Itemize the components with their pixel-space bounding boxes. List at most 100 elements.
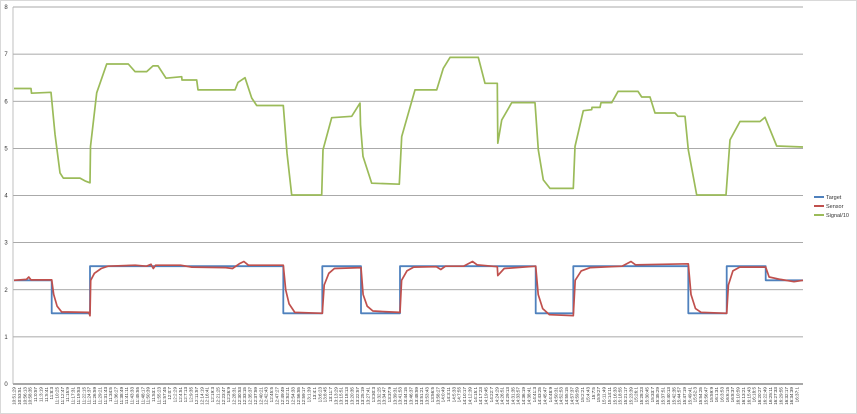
x-tick-label: 14:41:3 [532,387,537,403]
y-axis-tick-labels: 0 1 2 3 4 5 6 7 8 [4,5,8,388]
x-tick-label: 10:56:13 [22,387,27,405]
x-tick-label: 11:22:15 [81,387,86,405]
legend-label-target: Target [826,195,842,201]
x-tick-label: 16:32:17 [784,387,789,405]
x-tick-label: 14:48:9 [548,387,553,403]
x-tick-label: 15:11:49 [602,387,607,405]
x-tick-label: 11:26:59 [92,387,97,405]
x-tick-label: 13:25:19 [360,387,365,405]
series-line-sensor [13,260,804,317]
x-tick-label: 14:0:49 [441,387,446,403]
x-tick-label: 11:31:43 [103,387,108,405]
x-tick-label: 15:16:33 [612,387,617,405]
x-tick-label: 11:38:49 [119,387,124,405]
x-tick-label: 16:25:11 [768,387,773,405]
x-tick-label: 13:53:43 [425,387,430,405]
x-tick-label: 14:59:59 [575,387,580,405]
x-tick-label: 14:50:31 [553,387,558,405]
x-tick-label: 14:26:51 [500,387,505,405]
x-tick-label: 16:1:31 [714,387,719,403]
x-tick-label: 14:17:23 [478,387,483,405]
x-tick-label: 10:58:35 [28,387,33,405]
legend-item-signal: Signal/10 [814,213,849,219]
y-tick-label-5: 5 [4,146,8,152]
x-tick-label: 11:24:37 [87,387,92,405]
x-tick-label: 12:2:29 [172,387,177,403]
x-tick-label: 12:37:59 [253,387,258,405]
x-tick-label: 12:52:11 [285,387,290,405]
x-tick-label: 12:40:21 [258,387,263,405]
x-tick-label: 11:12:47 [60,387,65,405]
x-tick-label: 16:29:55 [779,387,784,405]
x-tick-label: 14:24:29 [494,387,499,405]
x-tick-label: 15:14:11 [607,387,612,405]
x-tick-label: 13:18:13 [344,387,349,405]
series-line-signal-10 [14,56,804,196]
x-tick-label: 13:11:7 [328,387,333,402]
x-tick-label: 13:8:45 [323,387,328,403]
x-tick-label: 15:49:41 [687,387,692,405]
x-tick-label: 15:23:39 [628,387,633,405]
x-tick-label: 13:1:39 [307,387,312,403]
x-tick-label: 13:39:31 [392,387,397,405]
y-tick-label-6: 6 [4,99,8,105]
x-tick-label: 11:15:9 [65,387,70,402]
gridlines [12,6,803,385]
x-tick-label: 13:46:37 [408,387,413,405]
legend: Target Sensor Signal/10 [814,195,849,219]
x-tick-label: 15:18:55 [618,387,623,405]
x-tick-label: 11:57:45 [162,387,167,405]
x-tick-label: 14:5:33 [451,387,456,403]
x-tick-label: 11:41:11 [124,387,129,405]
x-tick-label: 12:54:33 [290,387,295,405]
x-tick-label: 14:10:17 [462,387,467,405]
y-tick-label-2: 2 [4,288,8,294]
x-tick-label: 14:29:13 [505,387,510,405]
x-tick-label: 14:55:15 [564,387,569,405]
x-tick-label: 11:53:1 [151,387,156,402]
x-tick-label: 13:13:29 [333,387,338,405]
x-tick-label: 15:37:51 [661,387,666,405]
x-tick-label: 15:30:45 [644,387,649,405]
x-tick-label: 15:40:13 [666,387,671,405]
x-tick-label: 15:35:29 [655,387,660,405]
x-tick-label: 11:50:39 [146,387,151,405]
x-tick-label: 16:34:39 [789,387,794,405]
x-tick-label: 11:29:21 [97,387,102,405]
x-tick-label: 13:51:21 [419,387,424,405]
x-tick-label: 14:52:53 [559,387,564,405]
x-tick-label: 11:34:5 [108,387,113,402]
x-tick-label: 12:4:51 [178,387,183,403]
x-tick-label: 15:52:3 [693,387,698,403]
x-tick-label: 12:11:57 [194,387,199,405]
x-tick-label: 13:41:53 [398,387,403,405]
x-tick-label: 13:37:9 [387,387,392,403]
x-tick-label: 14:3:11 [446,387,451,402]
x-tick-label: 12:28:31 [231,387,236,405]
x-tick-label: 12:14:19 [199,387,204,405]
x-tick-label: 14:36:19 [521,387,526,405]
x-tick-label: 16:13:21 [741,387,746,405]
x-tick-label: 15:56:47 [703,387,708,405]
x-tick-label: 13:20:35 [349,387,354,405]
x-tick-label: 13:56:5 [430,387,435,403]
x-tick-label: 11:48:17 [140,387,145,405]
x-tick-label: 10:51:29 [12,387,17,405]
x-tick-label: 13:32:25 [376,387,381,405]
x-tick-label: 15:44:57 [677,387,682,405]
x-tick-label: 15:2:21 [580,387,585,403]
x-tick-label: 14:12:39 [467,387,472,405]
legend-item-sensor: Sensor [814,204,844,210]
x-tick-label: 12:26:9 [226,387,231,403]
legend-item-target: Target [814,195,842,201]
y-tick-label-3: 3 [4,241,8,247]
x-tick-label: 15:28:23 [639,387,644,405]
x-tick-label: 15:42:35 [671,387,676,405]
x-tick-label: 12:35:37 [248,387,253,405]
x-tick-label: 13:15:51 [339,387,344,405]
x-tick-label: 13:48:59 [414,387,419,405]
x-tick-label: 14:45:47 [543,387,548,405]
x-tick-label: 16:22:49 [762,387,767,405]
x-tick-label: 16:15:43 [746,387,751,405]
